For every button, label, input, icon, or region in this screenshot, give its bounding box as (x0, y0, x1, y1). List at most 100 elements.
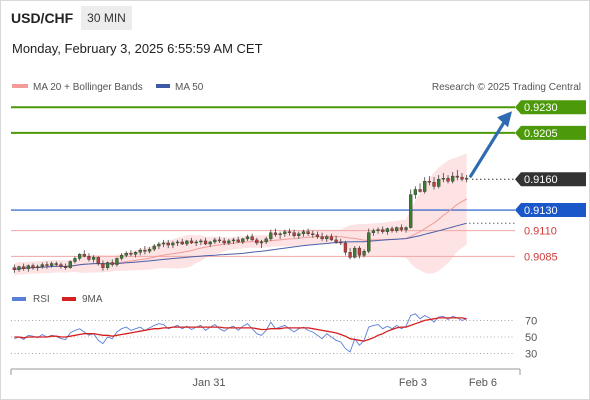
candle-body (273, 232, 278, 235)
time-tick-label: Jan 31 (192, 377, 225, 389)
candle-body (362, 250, 366, 256)
candle-body (12, 267, 16, 270)
candle-body (236, 239, 240, 243)
candle-body (343, 242, 348, 253)
candle-body (399, 227, 404, 230)
rsi-tick-label-70: 70 (525, 315, 537, 327)
candle-body (194, 241, 198, 244)
rsi-legend-swatch (12, 297, 26, 301)
candle-body (357, 247, 362, 256)
candle-body (101, 263, 105, 268)
candle-body (87, 256, 91, 260)
candle-body (217, 239, 222, 242)
candle-body (73, 258, 77, 262)
candle-body (115, 258, 119, 265)
candle-body (157, 243, 161, 247)
candle-body (147, 248, 152, 252)
candle-body (367, 232, 371, 252)
candle-body (451, 175, 455, 182)
interval-button[interactable]: 30 MIN (81, 6, 132, 30)
candle-body (54, 263, 58, 265)
candle-body (334, 239, 338, 243)
rsi-line (14, 313, 467, 353)
candle-body (287, 231, 292, 233)
candle-body (283, 231, 287, 234)
candle-body (245, 236, 250, 240)
projection-arrow-shaft (469, 117, 508, 178)
candle-body (315, 234, 320, 238)
candle-body (353, 247, 357, 258)
candle-body (82, 254, 86, 257)
candle-body (297, 233, 301, 236)
ma20-legend-label: MA 20 + Bollinger Bands (33, 82, 143, 93)
candle-body (390, 228, 394, 231)
candle-body (460, 176, 464, 180)
level-tag-0.9230 (515, 100, 586, 115)
candle-body (441, 177, 445, 180)
candle-body (91, 257, 96, 260)
rsi-plot: 70 50 30 (11, 313, 537, 361)
candle-body (180, 241, 184, 245)
level-label-0.9205: 0.9205 (524, 128, 558, 140)
candle-body (418, 189, 422, 192)
candle-body (250, 236, 254, 241)
candle-body (339, 241, 343, 244)
candle-body (404, 227, 408, 230)
rsi-tick-label-50: 50 (525, 332, 537, 344)
candle-body (423, 181, 427, 192)
candle-body (306, 231, 310, 234)
candle-body (63, 266, 68, 268)
candle-body (203, 240, 208, 245)
rsi-ma-legend-label: 9MA (82, 294, 103, 305)
candle-body (166, 242, 170, 246)
candle-body (171, 242, 175, 246)
candle-body (269, 232, 273, 240)
candle-body (325, 236, 329, 240)
level-label-0.9110: 0.9110 (524, 226, 557, 238)
time-ticks: Jan 31 Feb 3 Feb 6 (192, 377, 497, 389)
candle-body (376, 229, 380, 231)
rsi-ma-line (14, 317, 467, 342)
candle-body (26, 265, 30, 269)
ma50-line (14, 222, 467, 271)
symbol-title: USD/CHF (11, 10, 74, 26)
time-tick-label: Feb 6 (469, 377, 497, 389)
level-tag-0.9130 (515, 203, 586, 218)
candle-body (231, 239, 236, 242)
candle-body (278, 233, 282, 235)
candle-body (455, 175, 459, 178)
candle-body (311, 233, 315, 235)
candle-body (124, 253, 128, 256)
candle-body (161, 242, 166, 245)
rsi-tick-label-30: 30 (525, 349, 537, 361)
candle-body (152, 245, 156, 250)
candle-body (381, 229, 385, 232)
level-tag-0.9205 (515, 125, 586, 140)
projection-arrowhead (497, 111, 512, 128)
candle-body (138, 249, 142, 253)
candle-body (348, 252, 352, 258)
candle-body (119, 255, 124, 259)
price-levels: 0.9230 0.9205 0.9160 0.9130 0.9110 0.9085 (515, 100, 586, 263)
candle-body (133, 252, 138, 255)
candle-body (427, 181, 432, 183)
rsi-ma-legend-swatch (62, 297, 76, 301)
candle-body (301, 231, 306, 234)
candle-body (68, 261, 72, 268)
candle-body (329, 236, 334, 241)
level-label-0.9230: 0.9230 (524, 102, 558, 114)
candle-body (189, 240, 194, 244)
level-label-0.9130: 0.9130 (524, 205, 558, 217)
candle-body (241, 238, 245, 243)
candle-body (143, 249, 147, 252)
level-label-0.9085: 0.9085 (524, 251, 558, 263)
candle-body (31, 265, 35, 268)
candle-body (371, 230, 376, 233)
candle-body (222, 240, 226, 244)
ma50-legend-label: MA 50 (175, 82, 204, 93)
candle-body (264, 238, 268, 243)
price-plot (11, 106, 515, 276)
candle-body (110, 262, 114, 265)
candle-body (446, 177, 450, 182)
ma50-legend-swatch (156, 84, 170, 88)
